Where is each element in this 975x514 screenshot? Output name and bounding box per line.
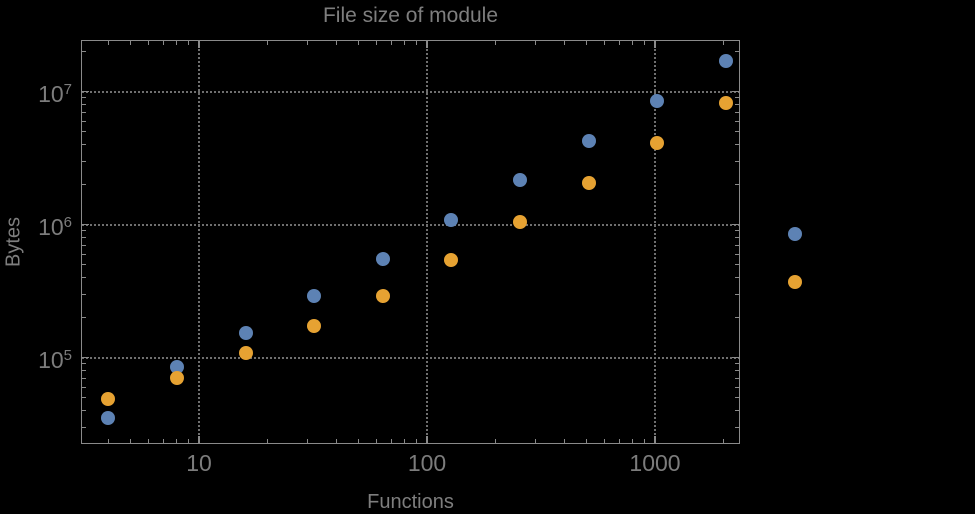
x-axis-title: Functions: [367, 491, 454, 513]
x-tick-label: 100: [407, 450, 447, 476]
x-tick-label: 1000: [629, 450, 681, 476]
y-tick-label: 105: [38, 346, 72, 373]
y-tick-exponent: 5: [63, 346, 72, 364]
y-axis-title: Bytes: [2, 216, 25, 268]
y-tick-exponent: 7: [63, 80, 72, 98]
y-tick-label: 107: [38, 80, 72, 107]
data-point: [787, 227, 802, 242]
chart-title: File size of module: [322, 4, 499, 27]
plot-frame: [81, 40, 740, 444]
x-tick-label: 10: [186, 450, 212, 476]
y-tick-exponent: 6: [63, 213, 72, 231]
data-point: [787, 275, 802, 290]
